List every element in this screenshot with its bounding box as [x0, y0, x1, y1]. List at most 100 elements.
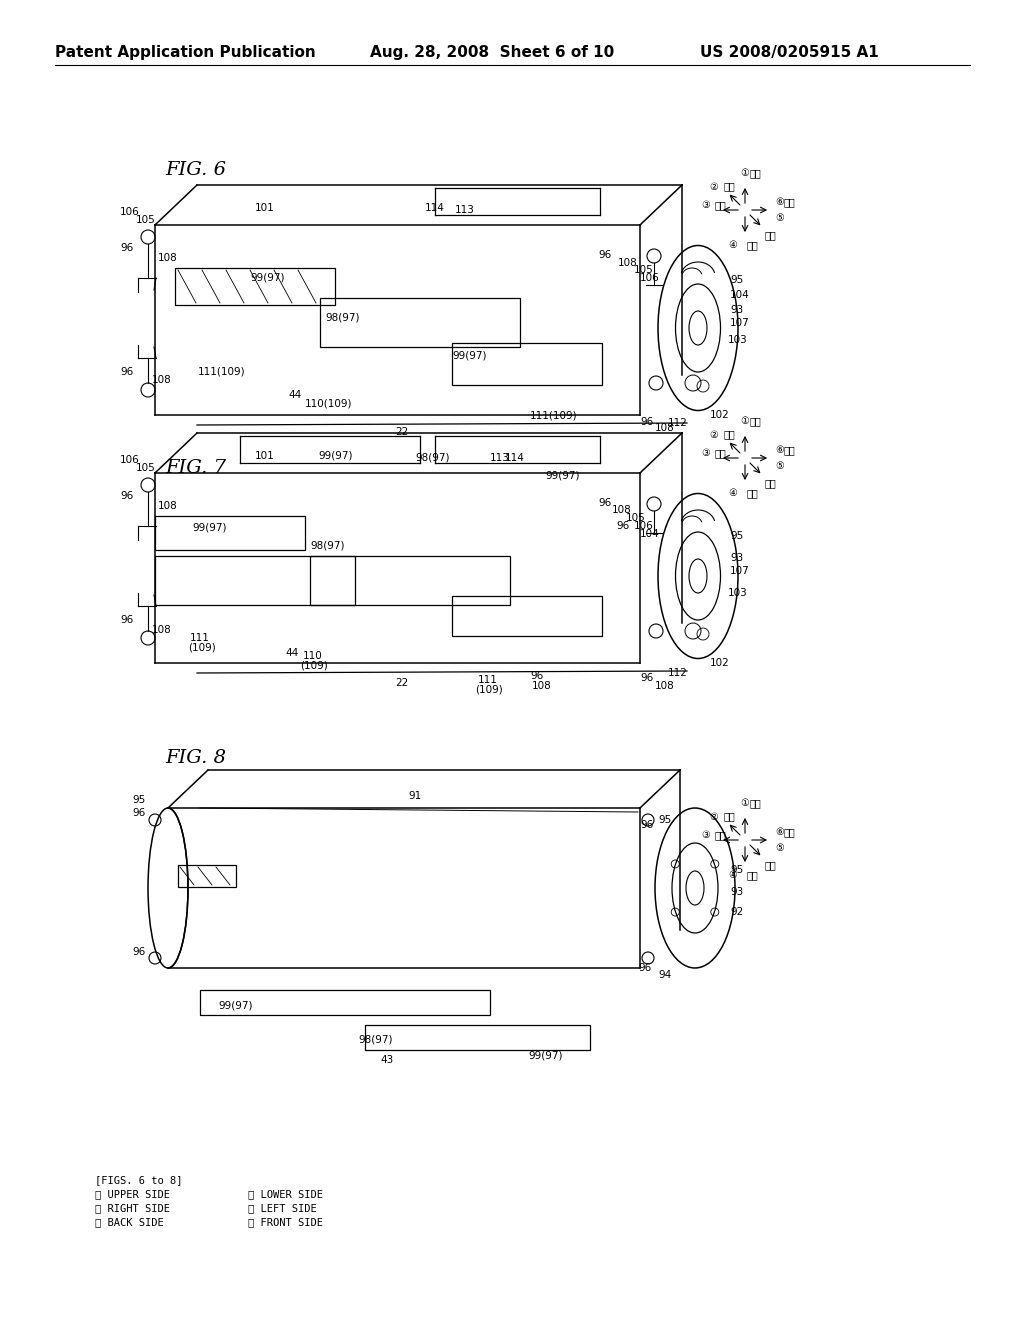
Text: FIG. 6: FIG. 6 [165, 161, 226, 180]
Text: 99(97): 99(97) [218, 1001, 253, 1011]
Text: 前侧: 前侧 [784, 445, 796, 455]
Text: 111: 111 [478, 675, 498, 685]
Text: 後侧: 後侧 [715, 447, 727, 458]
Text: 95: 95 [730, 275, 743, 285]
Text: [FIGS. 6 to 8]: [FIGS. 6 to 8] [95, 1175, 182, 1185]
Text: 96: 96 [640, 673, 653, 682]
Text: ②: ② [710, 429, 718, 440]
Text: 96: 96 [120, 491, 133, 502]
Text: 右侧: 右侧 [724, 812, 735, 821]
Text: 106: 106 [120, 207, 139, 216]
Text: ②: ② [710, 812, 718, 821]
Text: 右侧: 右侧 [724, 429, 735, 440]
Text: (109): (109) [300, 661, 328, 671]
Text: 99(97): 99(97) [545, 471, 580, 480]
Text: 106: 106 [640, 273, 659, 282]
Text: ⑥: ⑥ [775, 197, 783, 207]
Text: 後侧: 後侧 [715, 201, 727, 210]
Text: ⑤: ⑤ [775, 843, 783, 853]
Text: 91: 91 [408, 791, 421, 801]
Text: ①: ① [740, 799, 750, 808]
Text: 上侧: 上侧 [750, 416, 762, 426]
Text: 44: 44 [285, 648, 298, 657]
Text: 111: 111 [190, 634, 210, 643]
Text: 96: 96 [132, 946, 145, 957]
Text: ⑥ FRONT SIDE: ⑥ FRONT SIDE [248, 1217, 323, 1228]
Text: FIG. 8: FIG. 8 [165, 748, 226, 767]
Text: 103: 103 [728, 587, 748, 598]
Bar [452, 343, 602, 385]
Text: 106: 106 [634, 521, 653, 531]
Text: 110(109): 110(109) [305, 399, 352, 408]
Text: 99(97): 99(97) [452, 350, 486, 360]
Text: 92: 92 [730, 907, 743, 917]
Bar [175, 268, 335, 305]
Text: 108: 108 [158, 253, 178, 263]
Text: ③: ③ [701, 201, 711, 210]
Text: 96: 96 [640, 417, 653, 426]
Text: ②: ② [710, 181, 718, 191]
Bar [452, 597, 602, 636]
Text: 左侧: 左侧 [765, 861, 776, 870]
Text: ④: ④ [729, 488, 737, 498]
Text: 102: 102 [710, 411, 730, 420]
Text: 108: 108 [655, 681, 675, 690]
Text: 105: 105 [136, 463, 156, 473]
Text: 前侧: 前侧 [784, 197, 796, 207]
Text: ④: ④ [729, 870, 737, 880]
Text: 107: 107 [730, 318, 750, 327]
Text: 99(97): 99(97) [318, 451, 352, 461]
Text: 108: 108 [618, 257, 638, 268]
Text: 下侧: 下侧 [746, 240, 759, 249]
Text: 95: 95 [730, 865, 743, 875]
Bar [155, 556, 355, 605]
Text: 右侧: 右侧 [724, 181, 735, 191]
Text: 98(97): 98(97) [415, 453, 450, 463]
Text: 111(109): 111(109) [530, 411, 578, 420]
Text: 96: 96 [120, 243, 133, 253]
Text: 99(97): 99(97) [193, 523, 226, 533]
Text: 112: 112 [668, 418, 688, 428]
Text: ⑥: ⑥ [775, 445, 783, 455]
Text: 93: 93 [730, 887, 743, 898]
Bar [319, 298, 520, 347]
Text: 96: 96 [120, 615, 133, 624]
Text: ①: ① [740, 416, 750, 426]
Text: Patent Application Publication: Patent Application Publication [55, 45, 315, 59]
Text: 99(97): 99(97) [250, 273, 285, 282]
Text: 98(97): 98(97) [325, 313, 359, 323]
Text: 上侧: 上侧 [750, 799, 762, 808]
Text: 95: 95 [658, 814, 672, 825]
Text: 96: 96 [616, 521, 630, 531]
Text: 108: 108 [152, 375, 172, 385]
Text: 22: 22 [395, 426, 409, 437]
Bar [178, 865, 236, 887]
Text: 上侧: 上侧 [750, 168, 762, 178]
Text: 102: 102 [710, 657, 730, 668]
Text: ① UPPER SIDE: ① UPPER SIDE [95, 1189, 170, 1199]
Text: 108: 108 [612, 506, 632, 515]
Text: ⑥: ⑥ [775, 828, 783, 837]
Text: 105: 105 [626, 513, 646, 523]
Text: 99(97): 99(97) [528, 1051, 562, 1061]
Text: 96: 96 [120, 367, 133, 378]
Text: 44: 44 [288, 389, 301, 400]
Text: 103: 103 [728, 335, 748, 345]
Text: 96: 96 [598, 249, 611, 260]
Text: 106: 106 [120, 455, 139, 465]
Text: ④ LOWER SIDE: ④ LOWER SIDE [248, 1189, 323, 1199]
Text: Aug. 28, 2008  Sheet 6 of 10: Aug. 28, 2008 Sheet 6 of 10 [370, 45, 614, 59]
Text: (109): (109) [475, 685, 503, 696]
Text: ③: ③ [701, 830, 711, 840]
Text: ⑤: ⑤ [775, 213, 783, 223]
Text: 96: 96 [598, 498, 611, 508]
Text: ③ BACK SIDE: ③ BACK SIDE [95, 1217, 164, 1228]
Text: 下侧: 下侧 [746, 870, 759, 880]
Text: 43: 43 [380, 1055, 393, 1065]
Text: 左侧: 左侧 [765, 479, 776, 488]
Text: 104: 104 [730, 290, 750, 300]
Text: 96: 96 [640, 820, 653, 830]
Text: 94: 94 [658, 970, 672, 979]
Text: ①: ① [740, 168, 750, 178]
Text: 96: 96 [132, 808, 145, 818]
